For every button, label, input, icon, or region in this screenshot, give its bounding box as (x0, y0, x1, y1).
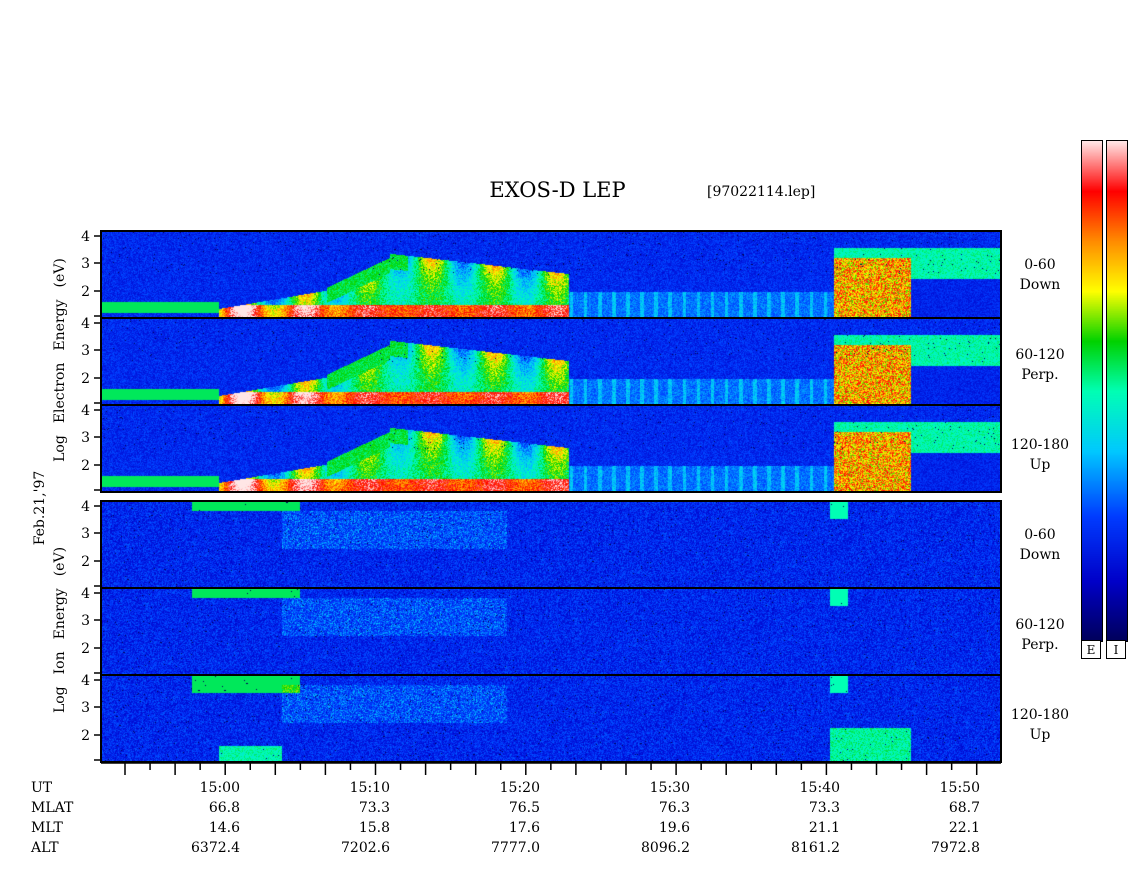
ephemeris-mlt-value: 17.6 (508, 820, 540, 836)
panel-ion-up (102, 676, 1000, 761)
ephemeris-alt-value: 8096.2 (641, 840, 690, 856)
panel-label-1: 0-60 Down (1019, 257, 1061, 293)
ephemeris-mlt-value: 14.6 (208, 820, 240, 836)
panel-border (100, 674, 1002, 763)
ephemeris-alt-value: 7202.6 (341, 840, 390, 856)
ephemeris-mlat-value: 66.8 (208, 800, 240, 816)
date-label: Feb.21,'97 (32, 470, 48, 546)
panel-label-4: 0-60 Down (1019, 527, 1061, 563)
y-tick-label: 2 (81, 728, 90, 744)
y-tick-label: 4 (81, 499, 90, 515)
ephemeris-label-mlat: MLAT (31, 800, 74, 816)
ephemeris-ut-value: 15:50 (939, 780, 980, 796)
panel-label-6: 120-180 Up (1010, 707, 1070, 743)
ephemeris-mlat-value: 76.3 (658, 800, 690, 816)
panel-electron-up (102, 406, 1000, 491)
y-tick-label: 3 (81, 700, 90, 716)
ephemeris-label-mlt: MLT (31, 820, 63, 836)
y-tick-label: 4 (81, 229, 90, 245)
y-tick-label: 4 (81, 673, 90, 689)
colorbar-label-e: E (1081, 640, 1101, 659)
y-tick-label: 4 (81, 403, 90, 419)
y-tick-label: 4 (81, 586, 90, 602)
ephemeris-alt-value: 7972.8 (931, 840, 980, 856)
ephemeris-mlt-value: 21.1 (808, 820, 840, 836)
colorbar-ion (1106, 140, 1128, 642)
ephemeris-mlt-value: 22.1 (948, 820, 980, 836)
y-tick-label: 2 (81, 641, 90, 657)
panel-border (100, 404, 1002, 493)
ephemeris-label-alt: ALT (31, 840, 59, 856)
panel-label-5: 60-120 Perp. (1015, 617, 1065, 653)
colorbar-label-i: I (1106, 640, 1126, 659)
panel-ion-down (102, 502, 1000, 587)
chart-title: EXOS-D LEP (489, 178, 626, 202)
ephemeris-mlt-value: 19.6 (658, 820, 690, 836)
colorbar-electron (1081, 140, 1103, 642)
ion-ylabel: LogIonEnergy(eV) (52, 546, 68, 714)
electron-ylabel: LogElectronEnergy(eV) (52, 258, 68, 462)
y-tick-label: 2 (81, 284, 90, 300)
y-tick-label: 3 (81, 343, 90, 359)
panel-label-2: 60-120 Perp. (1015, 347, 1065, 383)
ephemeris-mlt-value: 15.8 (358, 820, 390, 836)
ephemeris-mlat-value: 68.7 (948, 800, 980, 816)
panel-border (100, 587, 1002, 676)
ephemeris-ut-value: 15:00 (199, 780, 240, 796)
y-tick-label: 3 (81, 256, 90, 272)
y-tick-label: 2 (81, 554, 90, 570)
ephemeris-ut-value: 15:10 (349, 780, 390, 796)
panel-electron-down (102, 232, 1000, 317)
y-tick-label: 2 (81, 371, 90, 387)
ephemeris-mlat-value: 76.5 (508, 800, 540, 816)
y-tick-label: 2 (81, 458, 90, 474)
ephemeris-ut-value: 15:40 (799, 780, 840, 796)
ephemeris-mlat-value: 73.3 (808, 800, 840, 816)
panel-border (100, 317, 1002, 406)
ephemeris-ut-value: 15:30 (649, 780, 690, 796)
panel-border (100, 230, 1002, 319)
panel-ion-perp (102, 589, 1000, 674)
ephemeris-label-ut: UT (31, 780, 53, 796)
y-tick-label: 3 (81, 613, 90, 629)
ephemeris-alt-value: 7777.0 (491, 840, 540, 856)
y-tick-label: 3 (81, 526, 90, 542)
ephemeris-alt-value: 6372.4 (191, 840, 240, 856)
panel-border (100, 500, 1002, 589)
file-label: [97022114.lep] (707, 184, 816, 200)
panel-electron-perp (102, 319, 1000, 404)
y-tick-label: 4 (81, 316, 90, 332)
ephemeris-alt-value: 8161.2 (791, 840, 840, 856)
panel-label-3: 120-180 Up (1010, 437, 1070, 473)
y-tick-label: 3 (81, 430, 90, 446)
ephemeris-mlat-value: 73.3 (358, 800, 390, 816)
ephemeris-ut-value: 15:20 (499, 780, 540, 796)
